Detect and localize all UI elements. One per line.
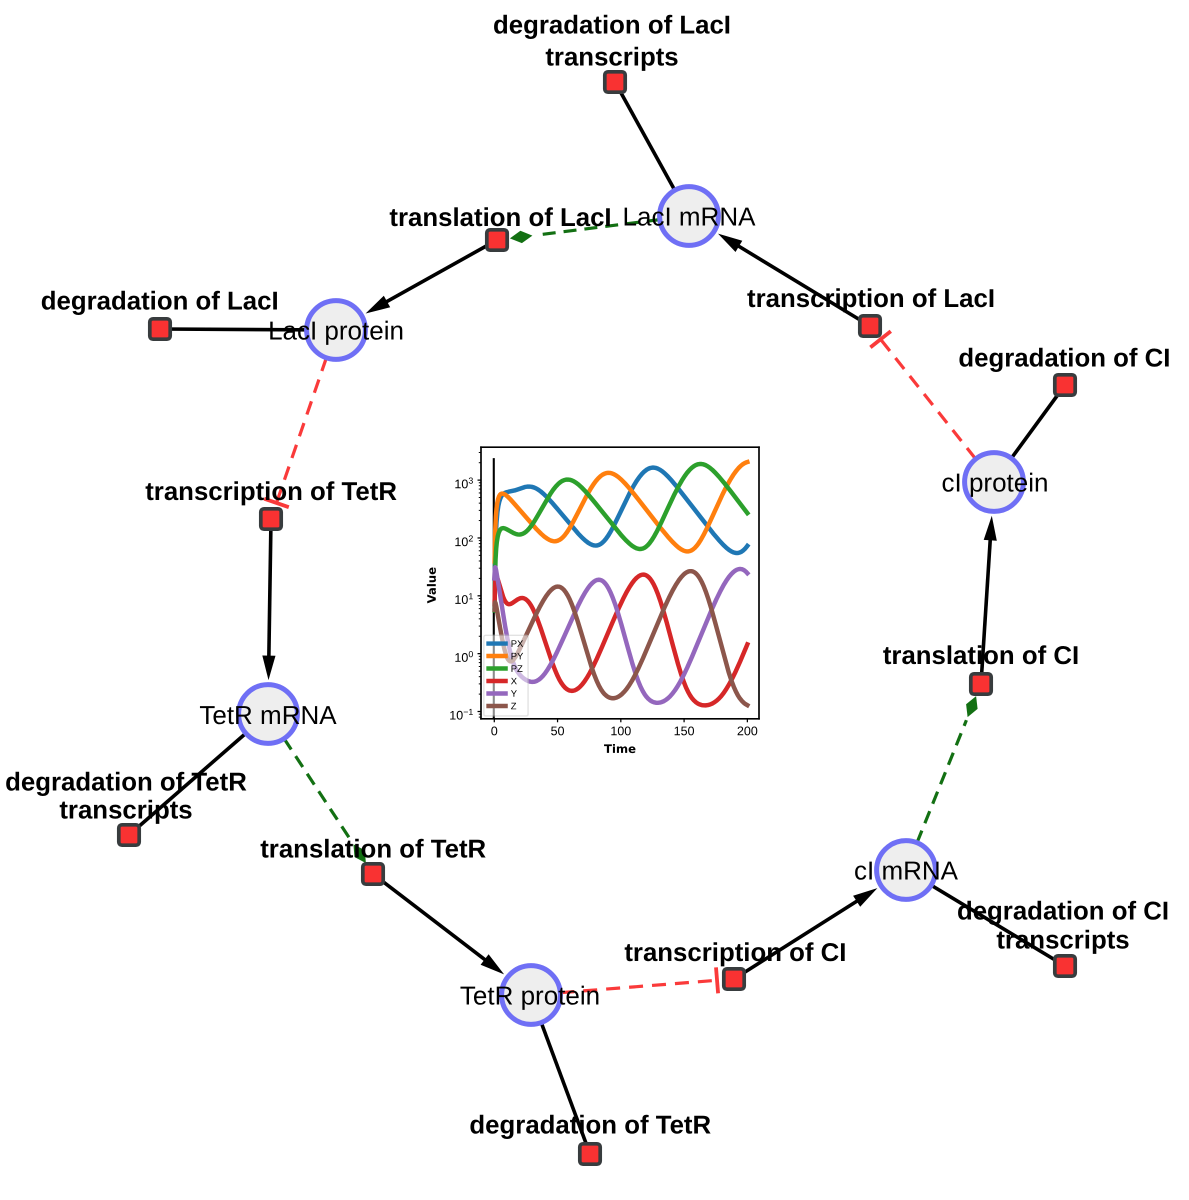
svg-text:cI protein: cI protein: [942, 468, 1049, 498]
svg-text:TetR protein: TetR protein: [460, 981, 600, 1011]
svg-text:transcripts: transcripts: [996, 927, 1129, 955]
svg-text:translation of CI: translation of CI: [883, 642, 1079, 670]
svg-text:translation of TetR: translation of TetR: [260, 836, 486, 864]
svg-text:LacI mRNA: LacI mRNA: [623, 202, 757, 232]
svg-text:transcription of TetR: transcription of TetR: [145, 478, 397, 506]
svg-text:LacI protein: LacI protein: [268, 316, 404, 346]
svg-text:degradation of CI: degradation of CI: [958, 345, 1170, 373]
svg-text:transcripts: transcripts: [545, 44, 678, 72]
svg-text:degradation of TetR: degradation of TetR: [469, 1111, 711, 1139]
svg-text:degradation of CI: degradation of CI: [957, 897, 1169, 925]
svg-text:degradation of TetR: degradation of TetR: [5, 768, 247, 796]
svg-text:transcripts: transcripts: [59, 797, 192, 825]
svg-text:transcription of CI: transcription of CI: [624, 939, 846, 967]
svg-text:degradation of LacI: degradation of LacI: [41, 288, 279, 316]
svg-text:translation of LacI: translation of LacI: [389, 204, 611, 232]
svg-text:cI mRNA: cI mRNA: [854, 856, 959, 886]
svg-text:degradation of LacI: degradation of LacI: [493, 12, 731, 40]
svg-text:transcription of LacI: transcription of LacI: [747, 285, 995, 313]
svg-text:TetR mRNA: TetR mRNA: [199, 700, 337, 730]
